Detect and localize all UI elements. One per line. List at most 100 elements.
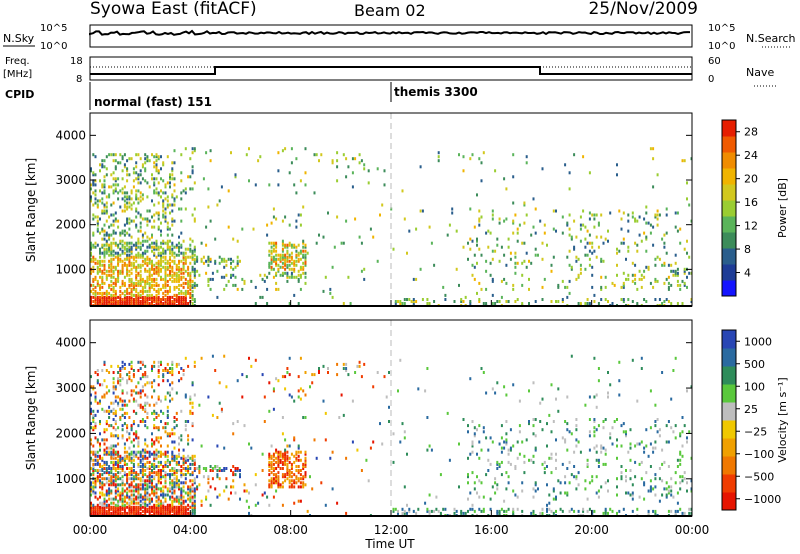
heatmap-cell xyxy=(178,462,180,466)
heatmap-cell xyxy=(471,471,474,475)
heatmap-cell xyxy=(665,231,668,235)
heatmap-cell xyxy=(277,481,280,485)
heatmap-cell xyxy=(268,479,271,483)
heatmap-cell xyxy=(462,245,465,249)
heatmap-cell xyxy=(162,255,165,259)
heatmap-cell xyxy=(645,471,648,475)
heatmap-cell xyxy=(342,367,345,370)
heatmap-cell xyxy=(112,241,115,245)
heatmap-cell xyxy=(110,475,113,479)
heatmap-cell xyxy=(575,235,578,239)
heatmap-cell xyxy=(132,471,135,475)
heatmap-cell xyxy=(566,491,569,495)
heatmap-cell xyxy=(162,491,165,495)
heatmap-cell xyxy=(568,481,571,485)
heatmap-cell xyxy=(144,507,147,511)
heatmap-cell xyxy=(135,411,138,415)
heatmap-cell xyxy=(500,424,503,428)
heatmap-cell xyxy=(114,460,117,464)
heatmap-cell xyxy=(155,177,158,181)
heatmap-cell xyxy=(171,247,174,251)
heatmap-cell xyxy=(467,509,469,513)
heatmap-cell xyxy=(627,273,630,277)
heatmap-cell xyxy=(180,489,183,493)
heatmap-cell xyxy=(299,397,302,401)
heatmap-cell xyxy=(180,497,183,501)
heatmap-cell xyxy=(108,493,111,497)
heatmap-cell xyxy=(588,302,591,305)
heatmap-cell xyxy=(144,407,147,411)
heatmap-cell xyxy=(313,373,316,377)
heatmap-cell xyxy=(494,391,497,395)
heatmap-cell xyxy=(670,493,673,497)
heatmap-cell xyxy=(128,505,131,509)
heatmap-cell xyxy=(103,211,106,215)
heatmap-cell xyxy=(144,499,147,503)
heatmap-cell xyxy=(175,479,178,483)
heatmap-cell xyxy=(157,263,160,267)
xtick-label: 08:00 xyxy=(273,523,308,537)
heatmap-cell xyxy=(103,271,106,275)
heatmap-cell xyxy=(90,300,92,303)
heatmap-cell xyxy=(121,367,124,370)
heatmap-cell xyxy=(622,298,625,301)
heatmap-cell xyxy=(241,373,244,377)
heatmap-cell xyxy=(103,175,106,179)
heatmap-cell xyxy=(160,177,162,181)
heatmap-cell xyxy=(277,465,280,468)
heatmap-cell xyxy=(101,263,104,267)
heatmap-cell xyxy=(514,265,517,269)
heatmap-cell xyxy=(187,267,190,271)
heatmap-cell xyxy=(509,446,512,450)
heatmap-cell xyxy=(550,456,553,460)
heatmap-cell xyxy=(607,371,609,374)
heatmap-cell xyxy=(105,469,108,472)
heatmap-cell xyxy=(284,452,287,456)
heatmap-cell xyxy=(110,401,113,405)
heatmap-cell xyxy=(99,269,101,273)
heatmap-cell xyxy=(683,283,686,287)
heatmap-cell xyxy=(211,467,214,470)
heatmap-cell xyxy=(189,271,192,275)
heatmap-cell xyxy=(99,259,101,263)
heatmap-cell xyxy=(101,285,104,289)
heatmap-cell xyxy=(263,491,266,495)
heatmap-cell xyxy=(591,245,594,249)
heatmap-cell xyxy=(90,489,92,493)
heatmap-cell xyxy=(166,279,169,283)
heatmap-cell xyxy=(234,491,237,495)
heatmap-cell xyxy=(347,373,350,377)
heatmap-cell xyxy=(155,169,158,173)
heatmap-cell xyxy=(139,283,142,287)
heatmap-cell xyxy=(189,499,192,503)
heatmap-cell xyxy=(277,462,280,466)
heatmap-cell xyxy=(169,462,171,466)
heatmap-cell xyxy=(681,302,684,305)
power-xtickmarks xyxy=(89,300,693,306)
heatmap-cell xyxy=(101,383,104,387)
heatmap-cell xyxy=(103,295,106,299)
heatmap-cell xyxy=(625,475,627,479)
heatmap-cell xyxy=(284,479,287,483)
heatmap-cell xyxy=(223,446,226,450)
heatmap-cell xyxy=(293,243,296,247)
heatmap-cell xyxy=(130,189,133,193)
heatmap-cell xyxy=(117,251,120,255)
heatmap-cell xyxy=(297,465,300,468)
heatmap-cell xyxy=(157,291,160,295)
heatmap-cell xyxy=(144,300,147,303)
heatmap-cell xyxy=(173,456,176,460)
heatmap-cell xyxy=(94,197,97,201)
heatmap-cell xyxy=(480,253,483,257)
heatmap-cell xyxy=(180,197,183,201)
heatmap-cell xyxy=(155,509,158,513)
heatmap-cell xyxy=(139,265,142,269)
heatmap-cell xyxy=(579,215,582,219)
heatmap-cell xyxy=(304,183,307,187)
heatmap-cell xyxy=(130,281,133,285)
heatmap-cell xyxy=(281,219,284,223)
heatmap-cell xyxy=(155,153,158,157)
heatmap-cell xyxy=(112,479,115,483)
heatmap-cell xyxy=(191,293,194,297)
heatmap-cell xyxy=(112,289,115,293)
